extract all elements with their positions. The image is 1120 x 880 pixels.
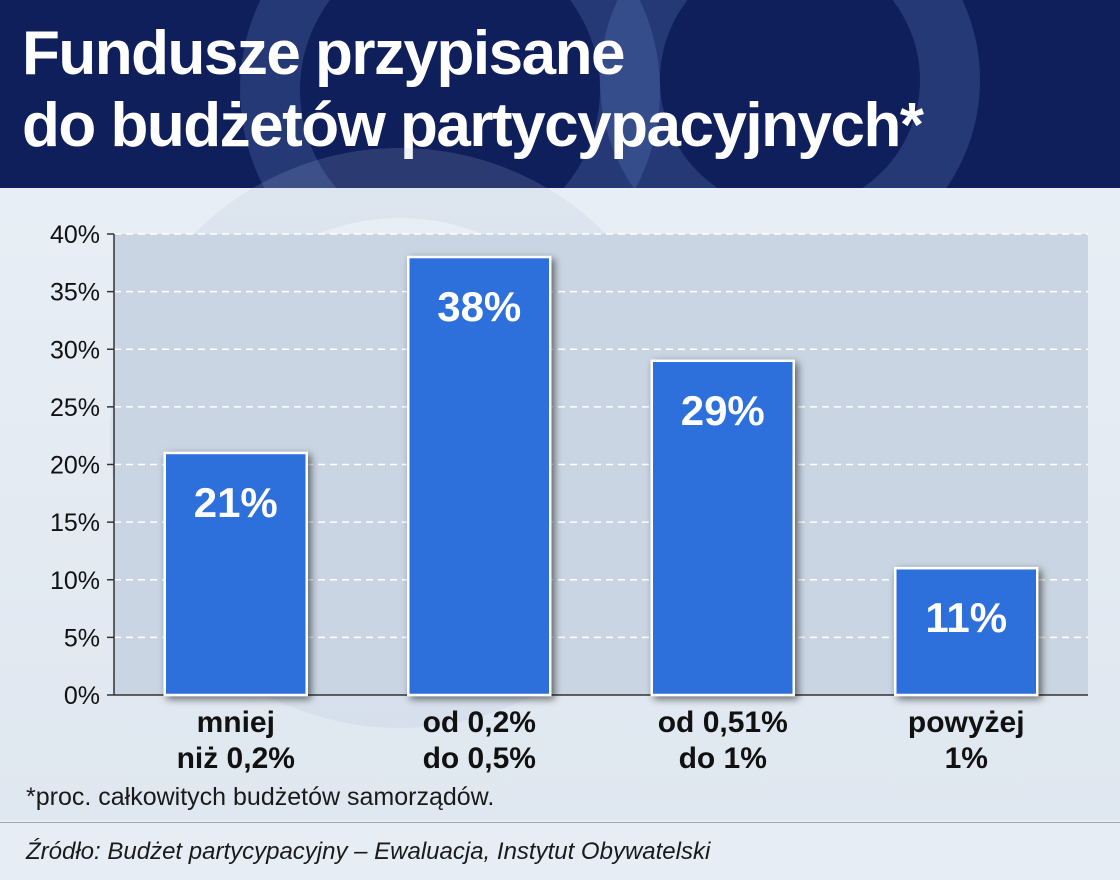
x-category-label: od 0,51% do 1% [658, 706, 788, 775]
bar [650, 359, 795, 697]
x-category-label: powyżej 1% [908, 706, 1025, 775]
title-line-1: Fundusze przypisane [22, 19, 625, 88]
x-category-label-line: od 0,51% [658, 706, 788, 739]
y-tick-label: 30% [50, 336, 100, 364]
divider [0, 822, 1120, 823]
y-tick-label: 15% [50, 509, 100, 537]
bar-value-label: 29% [681, 387, 765, 434]
x-category-label-line: powyżej [908, 706, 1025, 739]
x-axis: mniej niż 0,2% od 0,2% do 0,5% od 0,51% do 1%… [177, 706, 1025, 775]
y-tick-label: 0% [64, 682, 100, 710]
x-category-label-line: od 0,2% [423, 706, 536, 739]
bar [163, 451, 308, 697]
x-category-label-line: do 1% [679, 742, 767, 775]
bar-chart: 0% 5% 10% 15% 20% 25% 30% 35% 40% 21% 38% 29% 11% m… [50, 221, 1088, 775]
x-category-label: od 0,2% do 0,5% [423, 706, 536, 775]
x-category-label: mniej niż 0,2% [177, 706, 295, 775]
bar [894, 566, 1039, 697]
header: Fundusze przypisane do budżetów partycyp… [0, 0, 1120, 188]
bar-value-label: 38% [437, 283, 521, 330]
y-tick-label: 20% [50, 452, 100, 480]
x-category-label-line: do 0,5% [423, 742, 536, 775]
y-tick-label: 35% [50, 279, 100, 307]
y-tick-label: 5% [64, 624, 100, 652]
x-category-label-line: niż 0,2% [177, 742, 295, 775]
source-note: Źródło: Budżet partycypacyjny – Ewaluacj… [26, 838, 711, 865]
y-tick-label: 10% [50, 567, 100, 595]
x-category-label-line: 1% [945, 742, 988, 775]
x-category-label-line: mniej [197, 706, 275, 739]
bar-value-label: 11% [925, 594, 1007, 641]
y-tick-label: 25% [50, 394, 100, 422]
title-line-2: do budżetów partycypacyjnych* [22, 91, 924, 160]
bar [407, 255, 552, 697]
chart-title: Fundusze przypisane do budżetów partycyp… [22, 18, 924, 162]
y-tick-label: 40% [50, 221, 100, 249]
footnote: *proc. całkowitych budżetów samorządów. [26, 783, 495, 811]
bars: 21% 38% 29% 11% [163, 255, 1039, 697]
bar-value-label: 21% [194, 479, 278, 526]
